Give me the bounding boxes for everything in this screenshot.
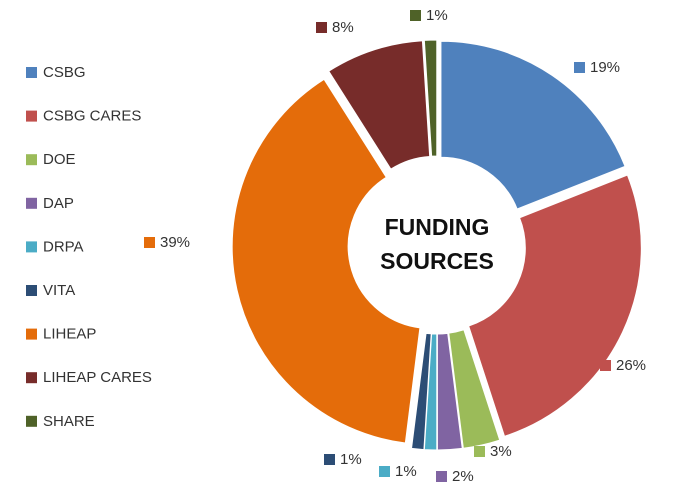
donut-slice xyxy=(423,39,438,157)
data-label: 19% xyxy=(590,59,620,76)
legend-label: DRPA xyxy=(43,238,84,255)
label-marker xyxy=(600,360,611,371)
donut-slice xyxy=(328,40,431,170)
legend-label: LIHEAP xyxy=(43,326,96,343)
label-marker xyxy=(436,471,447,482)
legend-swatch xyxy=(26,328,37,340)
legend-label: VITA xyxy=(43,282,75,299)
label-marker xyxy=(324,454,335,465)
data-label: 3% xyxy=(490,443,512,460)
donut-slice xyxy=(440,40,626,210)
legend-swatch xyxy=(26,67,37,78)
chart-title: FUNDING SOURCES xyxy=(380,214,494,274)
donut-slice xyxy=(468,174,642,437)
legend-swatch xyxy=(26,372,37,384)
legend-swatch xyxy=(26,415,37,427)
label-marker xyxy=(410,10,421,21)
donut-slice xyxy=(231,78,421,444)
label-marker xyxy=(316,22,327,33)
data-label: 1% xyxy=(426,7,448,24)
legend-label: SHARE xyxy=(43,413,95,430)
label-marker xyxy=(144,237,155,248)
label-marker xyxy=(574,62,585,73)
legend-swatch xyxy=(26,110,37,122)
label-marker xyxy=(379,466,390,477)
data-label: 1% xyxy=(395,463,417,480)
donut-slice xyxy=(410,332,432,451)
legend-swatch xyxy=(26,154,37,166)
donut-slice xyxy=(448,329,501,449)
legend-swatch xyxy=(26,241,37,253)
data-label: 8% xyxy=(332,19,354,36)
legend-label: CSBG xyxy=(43,64,86,81)
data-label: 39% xyxy=(160,234,190,251)
legend-label: DOE xyxy=(43,151,76,168)
donut-slice xyxy=(436,332,463,451)
data-label: 1% xyxy=(340,451,362,468)
legend-swatch xyxy=(26,285,37,296)
label-marker xyxy=(474,446,485,457)
data-label: 26% xyxy=(616,357,646,374)
legend-label: LIHEAP CARES xyxy=(43,369,152,386)
data-label: 2% xyxy=(452,468,474,485)
legend-label: DAP xyxy=(43,195,74,212)
legend-label: CSBG CARES xyxy=(43,108,141,125)
legend-swatch xyxy=(26,197,37,209)
